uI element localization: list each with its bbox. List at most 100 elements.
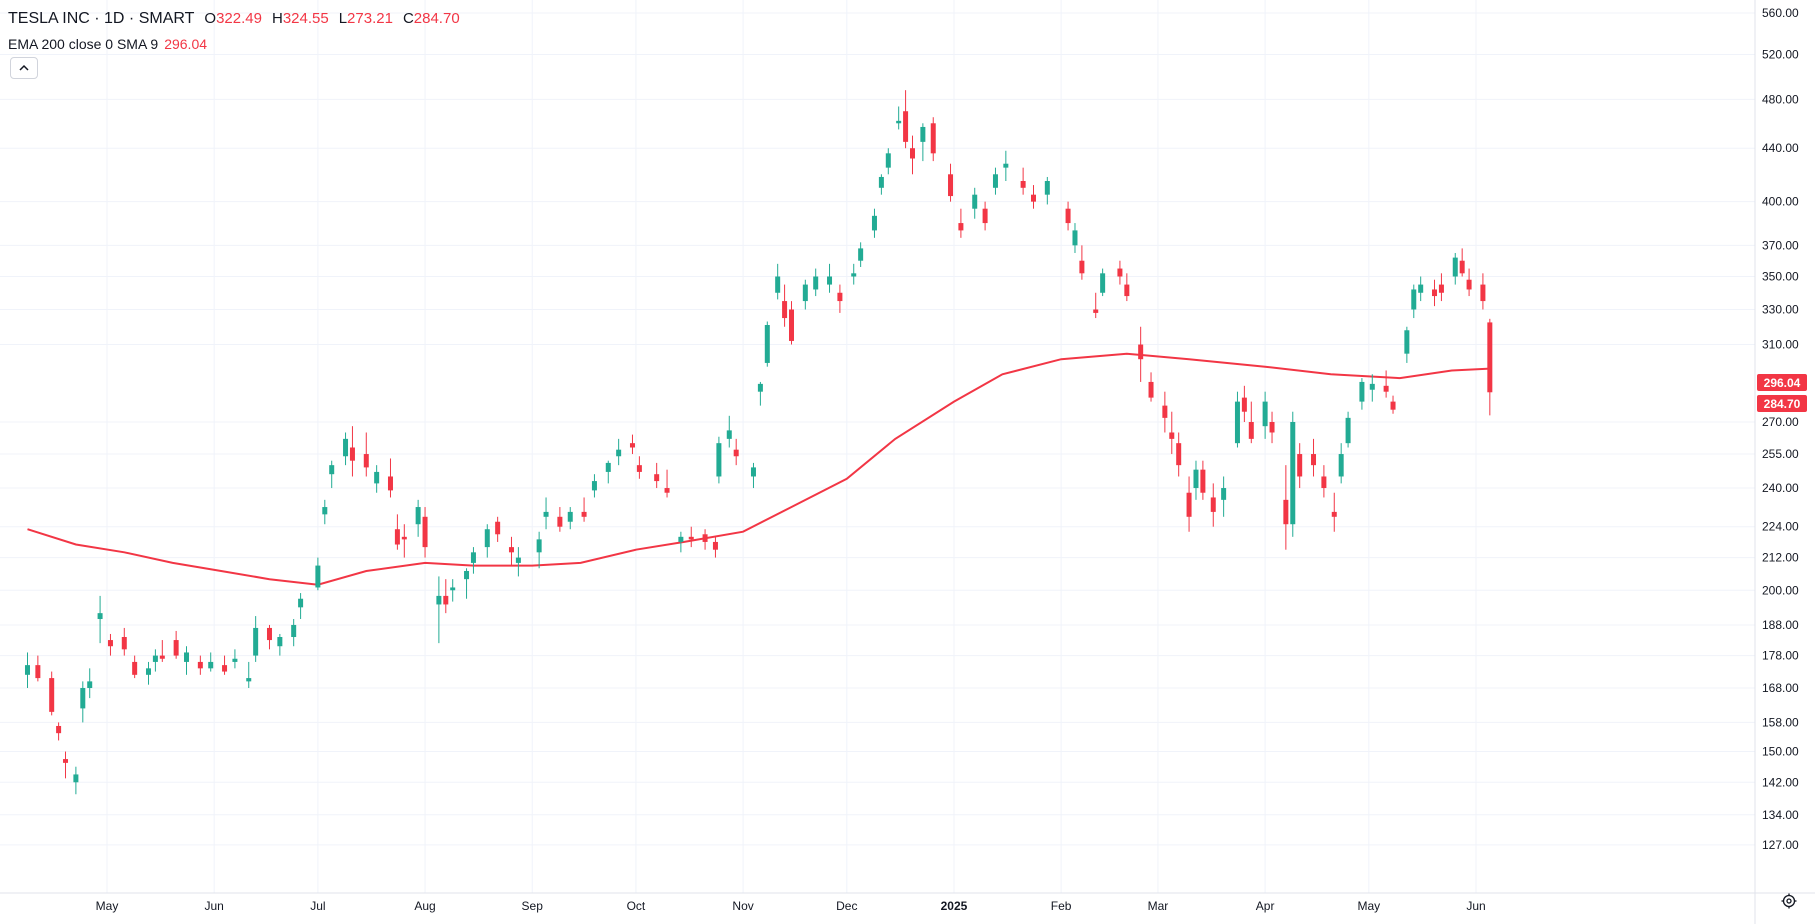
candle-body (121, 637, 127, 650)
candle-body (1124, 284, 1130, 297)
candle-body (401, 536, 407, 540)
candle-body (930, 123, 936, 154)
candle-body (291, 624, 297, 638)
candle-body (197, 661, 203, 669)
candle-body (750, 467, 756, 477)
candle-body (145, 668, 151, 675)
candle-body (343, 438, 349, 457)
candle-body (443, 595, 449, 605)
time-tick-label: Aug (414, 899, 435, 913)
candle-body (536, 539, 542, 553)
price-tick-label: 480.00 (1762, 92, 1799, 106)
candle-body (1321, 476, 1327, 489)
time-tick-label: Sep (522, 899, 544, 913)
indicator-label[interactable]: EMA 200 close 0 SMA 9 (8, 36, 159, 52)
candle-body (1311, 454, 1317, 466)
candle-body (757, 383, 763, 392)
candle-body (107, 640, 113, 647)
candle-body (508, 547, 514, 553)
candle-body (688, 536, 694, 540)
candle-body (1003, 163, 1009, 168)
candle-body (1331, 511, 1337, 517)
candle-body (1487, 322, 1493, 393)
time-tick-label: Jun (204, 899, 223, 913)
price-tick-label: 440.00 (1762, 141, 1799, 155)
price-axis[interactable]: 127.00 134.00 142.00 150.00 158.00 168.00 178.… (1762, 6, 1799, 852)
price-badge-label: 296.04 (1764, 376, 1801, 390)
time-tick-label: Nov (732, 899, 753, 913)
candle-body (948, 174, 954, 197)
price-badge-label: 284.70 (1764, 397, 1801, 411)
candle-body (1248, 422, 1254, 439)
candle-body (1072, 230, 1078, 246)
legend-collapse-button[interactable] (10, 57, 38, 79)
candle-body (1432, 289, 1438, 297)
candle-body (1176, 443, 1182, 466)
close-value: 284.70 (413, 10, 460, 27)
candle-body (716, 443, 722, 477)
price-tick-label: 370.00 (1762, 238, 1799, 252)
candle-body (232, 658, 238, 662)
candle-body (173, 640, 179, 656)
candle-body (298, 598, 304, 608)
time-tick-label: Feb (1051, 899, 1072, 913)
candle-body (436, 595, 442, 605)
candle-body (1241, 397, 1247, 412)
time-axis[interactable]: May Jun Jul Aug Sep Oct Nov Dec 2025 Feb Mar Apr May… (96, 899, 1486, 913)
candle-body (858, 248, 864, 261)
candle-body (1466, 279, 1472, 290)
symbol-title[interactable]: TESLA INC · 1D · SMART (8, 10, 195, 27)
price-tick-label: 150.00 (1762, 745, 1799, 759)
candle-body (1459, 260, 1465, 274)
chart-settings-button[interactable] (1778, 890, 1800, 912)
candle-body (132, 661, 138, 675)
candle-body (885, 153, 891, 168)
price-tick-label: 168.00 (1762, 681, 1799, 695)
candle-body (24, 665, 30, 675)
ema-line (27, 352, 1490, 586)
candle-body (1210, 497, 1216, 512)
candle-body (878, 176, 884, 188)
candle-body (896, 120, 902, 124)
candle-body (654, 474, 660, 482)
candle-body (733, 449, 739, 457)
price-tick-label: 270.00 (1762, 415, 1799, 429)
candle-body (1234, 401, 1240, 444)
candle-body (1030, 194, 1036, 202)
candle-body (837, 292, 843, 302)
candle-body (591, 481, 597, 491)
indicator-row[interactable]: EMA 200 close 0 SMA 9 296.04 (8, 35, 460, 53)
candle-body (581, 511, 587, 517)
candle-body (63, 759, 69, 763)
candle-body (958, 223, 964, 231)
candle-body (49, 678, 55, 712)
candle-body (1269, 422, 1275, 433)
candle-body (374, 471, 380, 484)
price-tick-label: 350.00 (1762, 270, 1799, 284)
candle-body (1390, 401, 1396, 410)
candle-body (80, 688, 86, 709)
candle-body (1162, 405, 1168, 418)
candle-body (616, 449, 622, 457)
candle-body (208, 661, 214, 669)
candle-body (1480, 284, 1486, 302)
candle-body (1297, 454, 1303, 477)
candle-body (222, 665, 228, 672)
candle-body (982, 208, 988, 224)
candle-body (56, 725, 62, 734)
candle-body (851, 273, 857, 277)
candle-body (315, 565, 321, 588)
candle-body (557, 516, 563, 527)
candle-body (87, 681, 93, 689)
candle-body (775, 276, 781, 293)
candle-body (802, 284, 808, 302)
candle-body (764, 325, 770, 363)
candle-body (159, 655, 165, 659)
candle-body (920, 126, 926, 142)
candle-body (1290, 422, 1296, 525)
candle-body (1138, 344, 1144, 360)
time-tick-label: 2025 (941, 899, 968, 913)
price-tick-label: 520.00 (1762, 48, 1799, 62)
candle-body (277, 637, 283, 647)
